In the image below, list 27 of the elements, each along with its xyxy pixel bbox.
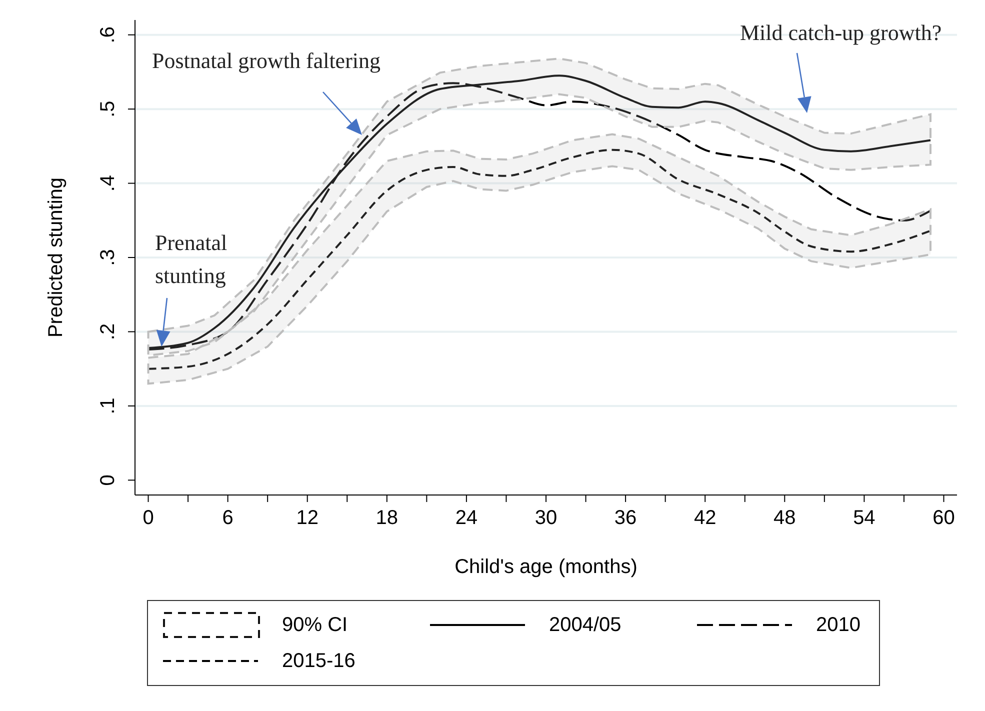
legend-label: 2004/05 (549, 614, 622, 636)
text: 90% CI (282, 614, 348, 636)
x-tick-label: 0 (142, 507, 154, 529)
x-tick-label: 54 (853, 507, 876, 529)
x-tick-label: 36 (614, 507, 637, 529)
y-tick-label: 0 (97, 474, 119, 486)
legend-label: 2010 (816, 614, 860, 636)
x-tick-label: 12 (296, 507, 318, 529)
legend-label: 2015-16 (282, 650, 356, 672)
x-tick-label: 6 (222, 507, 234, 529)
x-tick-label: 42 (694, 507, 716, 529)
x-tick-label: 60 (932, 507, 955, 529)
y-tick-label: .2 (97, 323, 119, 340)
x-tick-label: 18 (376, 507, 398, 529)
y-tick-label: .3 (97, 249, 119, 266)
y-tick-label: .4 (97, 174, 119, 192)
y-tick-label: .5 (97, 100, 119, 118)
annotation: Mild catch-up growth? (740, 20, 942, 45)
y-tick-label: .1 (97, 398, 119, 414)
annotation: Prenatal stunting (155, 230, 228, 288)
x-axis-title: Child's age (months) (454, 556, 638, 578)
y-tick-label: .6 (97, 26, 119, 44)
x-tick-label: 30 (534, 507, 558, 529)
y-axis-title: Predicted stunting (45, 177, 67, 338)
x-tick-label: 48 (774, 507, 796, 529)
x-tick-label: 24 (455, 507, 478, 529)
annotation: Postnatal growth faltering (152, 48, 381, 73)
